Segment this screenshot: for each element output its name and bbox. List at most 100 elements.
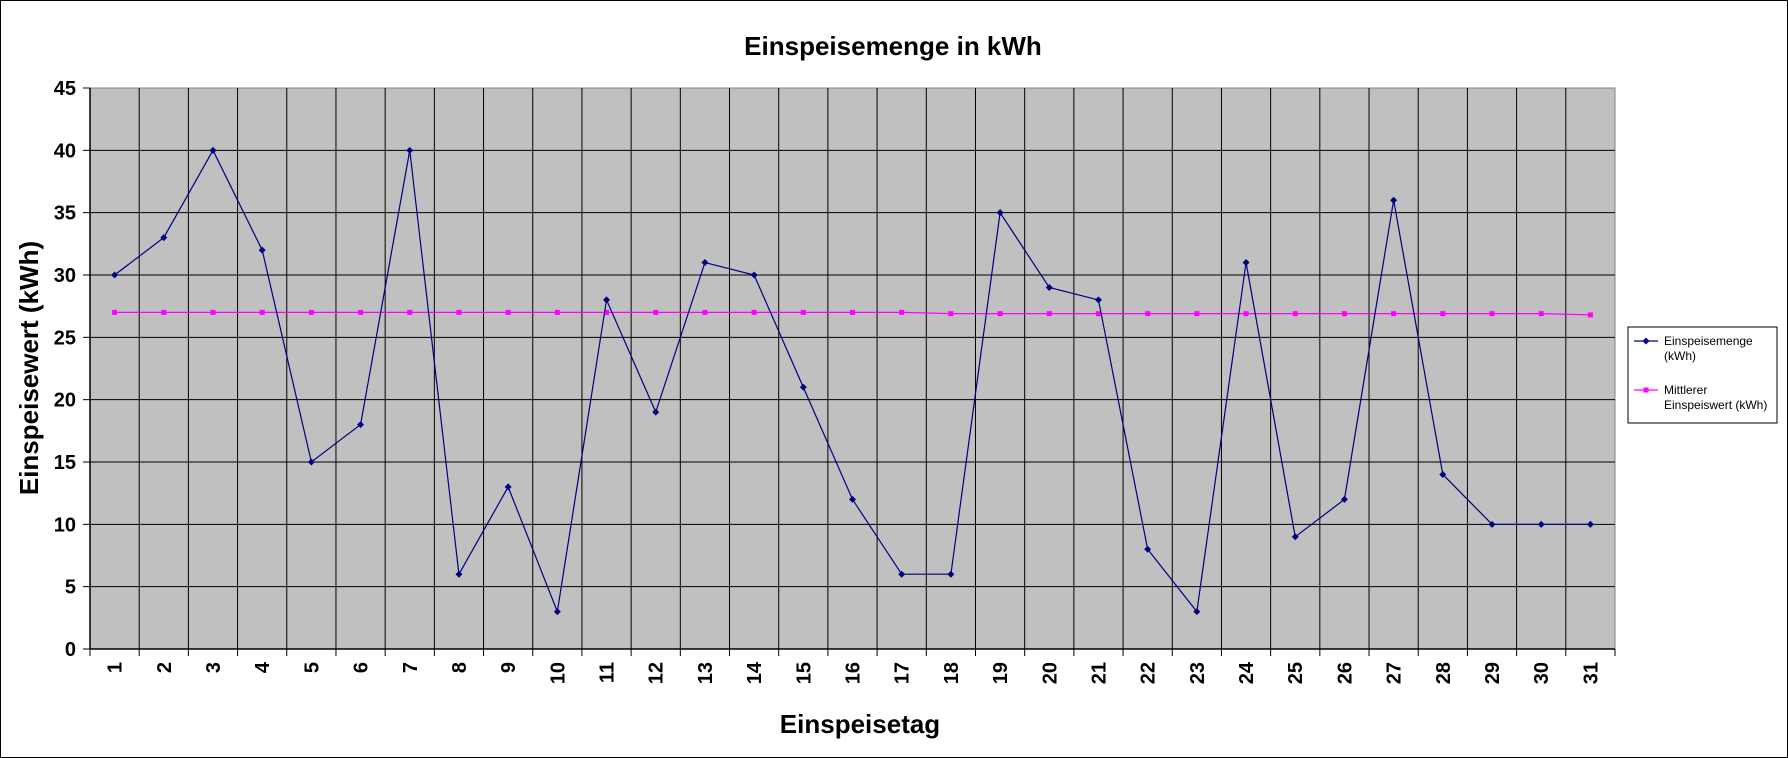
- y-tick-label: 15: [54, 452, 76, 474]
- data-point-square: [653, 309, 659, 315]
- data-point-diamond: [1488, 520, 1496, 528]
- data-point-square: [1489, 311, 1495, 317]
- y-tick-label: 40: [54, 140, 76, 162]
- data-point-square: [1440, 311, 1446, 317]
- data-point-square: [1095, 311, 1101, 317]
- x-tick-label: 22: [1138, 662, 1160, 684]
- data-point-square: [702, 309, 708, 315]
- data-point-square: [800, 309, 806, 315]
- plot-area: [89, 87, 1616, 650]
- x-tick-label: 16: [843, 662, 865, 684]
- axes: [89, 88, 1615, 650]
- data-point-square: [456, 309, 462, 315]
- data-point-square: [997, 311, 1003, 317]
- data-point-square: [1292, 311, 1298, 317]
- data-point-diamond: [1242, 259, 1250, 267]
- legend-label: (kWh): [1664, 349, 1696, 363]
- data-point-diamond: [1439, 470, 1447, 478]
- data-point-square: [1194, 311, 1200, 317]
- x-axis-title: Einspeisetag: [780, 709, 940, 739]
- data-point-square: [112, 309, 118, 315]
- data-point-diamond: [357, 421, 365, 429]
- x-tick-label: 21: [1088, 662, 1110, 684]
- data-point-square: [1046, 311, 1052, 317]
- x-tick-label: 25: [1285, 662, 1307, 684]
- data-point-diamond: [898, 570, 906, 578]
- data-point-square: [407, 309, 413, 315]
- y-tick-label: 5: [65, 577, 76, 599]
- series-layer: [111, 146, 1594, 616]
- x-tick-label: 12: [646, 662, 668, 684]
- x-tick-label: 10: [547, 662, 569, 684]
- x-tick-label: 9: [498, 662, 520, 673]
- x-tick-label: 14: [744, 661, 766, 684]
- y-tick-label: 25: [54, 327, 76, 349]
- x-tick-label: 28: [1433, 662, 1455, 684]
- legend-label: Einspeisemenge: [1664, 334, 1753, 348]
- x-tick-label: 2: [154, 662, 176, 673]
- x-tick-label: 11: [597, 662, 619, 683]
- data-point-diamond: [160, 234, 168, 242]
- data-point-diamond: [996, 209, 1004, 217]
- data-point-square: [1538, 311, 1544, 317]
- x-tick-label: 23: [1187, 662, 1209, 684]
- x-tick-label: 29: [1482, 662, 1504, 684]
- data-point-diamond: [750, 271, 758, 279]
- data-point-diamond: [1537, 520, 1545, 528]
- x-tick-label: 27: [1384, 662, 1406, 684]
- x-tick-label: 15: [793, 662, 815, 684]
- data-point-diamond: [1144, 545, 1152, 553]
- y-tick-label: 45: [54, 78, 76, 100]
- data-point-diamond: [1340, 495, 1348, 503]
- data-point-square: [210, 309, 216, 315]
- data-point-square: [505, 309, 511, 315]
- y-axis-title: Einspeisewert (kWh): [14, 241, 44, 495]
- data-point-square: [1145, 311, 1151, 317]
- data-point-square: [604, 309, 610, 315]
- x-tick-label: 24: [1236, 661, 1258, 684]
- legend-marker-square: [1643, 387, 1649, 393]
- data-point-diamond: [1291, 533, 1299, 541]
- x-tick-label: 13: [695, 662, 717, 684]
- data-point-square: [161, 309, 167, 315]
- x-tick-label: 1: [105, 662, 127, 673]
- y-tick-label: 30: [54, 265, 76, 287]
- x-axis-ticks: 1 2 3 4 5 6 7 8 9 10 11 12 13 14 15 16 17 18 19 20 21 22 23 24 2…: [89, 649, 1616, 684]
- y-tick-label: 0: [65, 639, 76, 661]
- data-point-square: [259, 309, 265, 315]
- data-point-diamond: [258, 246, 266, 254]
- x-tick-label: 7: [400, 662, 422, 673]
- data-point-diamond: [603, 296, 611, 304]
- x-tick-label: 19: [990, 662, 1012, 684]
- data-point-diamond: [1094, 296, 1102, 304]
- data-point-diamond: [701, 259, 709, 267]
- chart-title: Einspeisemenge in kWh: [744, 31, 1042, 61]
- data-point-diamond: [504, 483, 512, 491]
- x-tick-label: 8: [449, 662, 471, 673]
- y-axis-ticks: 0 5 10 15 20 25 30 35 40 45: [54, 78, 90, 661]
- legend-label: Mittlerer: [1664, 383, 1707, 397]
- data-point-square: [1341, 311, 1347, 317]
- legend-label: Einspeiswert (kWh): [1664, 398, 1767, 412]
- x-tick-label: 4: [252, 661, 274, 673]
- x-tick-label: 17: [892, 662, 914, 684]
- data-point-diamond: [652, 408, 660, 416]
- data-point-diamond: [1390, 196, 1398, 204]
- data-point-square: [1587, 312, 1593, 318]
- data-point-diamond: [111, 271, 119, 279]
- x-tick-label: 20: [1039, 662, 1061, 684]
- x-tick-label: 18: [941, 662, 963, 684]
- data-point-diamond: [307, 458, 315, 466]
- data-point-square: [899, 309, 905, 315]
- data-point-square: [1391, 311, 1397, 317]
- data-point-diamond: [849, 495, 856, 503]
- data-point-diamond: [799, 383, 807, 391]
- x-tick-label: 6: [351, 662, 373, 673]
- data-point-square: [308, 309, 314, 315]
- data-point-square: [554, 309, 560, 315]
- legend-box: [1627, 326, 1778, 424]
- y-tick-label: 35: [54, 203, 76, 225]
- data-point-diamond: [947, 570, 955, 578]
- x-tick-label: 3: [203, 662, 225, 673]
